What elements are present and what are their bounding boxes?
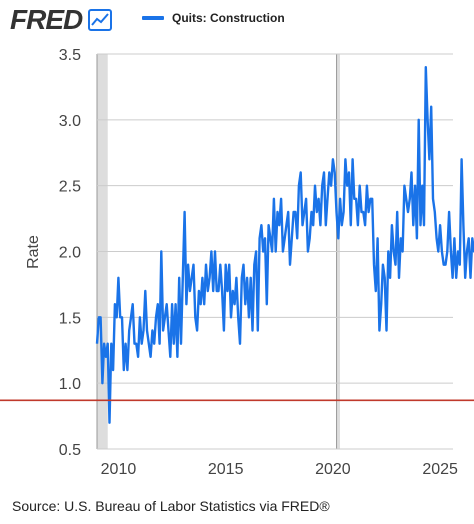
legend-label: Quits: Construction (172, 11, 285, 25)
y-axis-ticks: 0.5 1.0 1.5 2.0 2.5 3.0 3.5 (59, 47, 81, 459)
legend-swatch (142, 16, 164, 20)
chart-legend: Quits: Construction (142, 11, 285, 25)
fred-logo-text: FRED (10, 4, 83, 35)
y-tick-label: 1.0 (59, 376, 81, 393)
y-axis-label: Rate (25, 235, 42, 269)
x-tick-label: 2025 (422, 461, 458, 478)
y-tick-label: 2.0 (59, 245, 81, 262)
y-tick-label: 3.5 (59, 47, 81, 64)
x-tick-label: 2020 (315, 461, 351, 478)
y-tick-label: 2.5 (59, 179, 81, 196)
y-tick-label: 0.5 (59, 442, 81, 459)
x-tick-label: 2010 (101, 461, 137, 478)
fred-logo[interactable]: FRED (10, 4, 113, 35)
line-graph-icon (88, 9, 113, 31)
x-axis-ticks: 2010 2015 2020 2025 (101, 461, 458, 478)
source-note: Source: U.S. Bureau of Labor Statistics … (12, 498, 330, 514)
y-tick-label: 3.0 (59, 113, 81, 130)
y-tick-label: 1.5 (59, 310, 81, 327)
series-line (95, 66, 474, 424)
x-tick-label: 2015 (208, 461, 244, 478)
